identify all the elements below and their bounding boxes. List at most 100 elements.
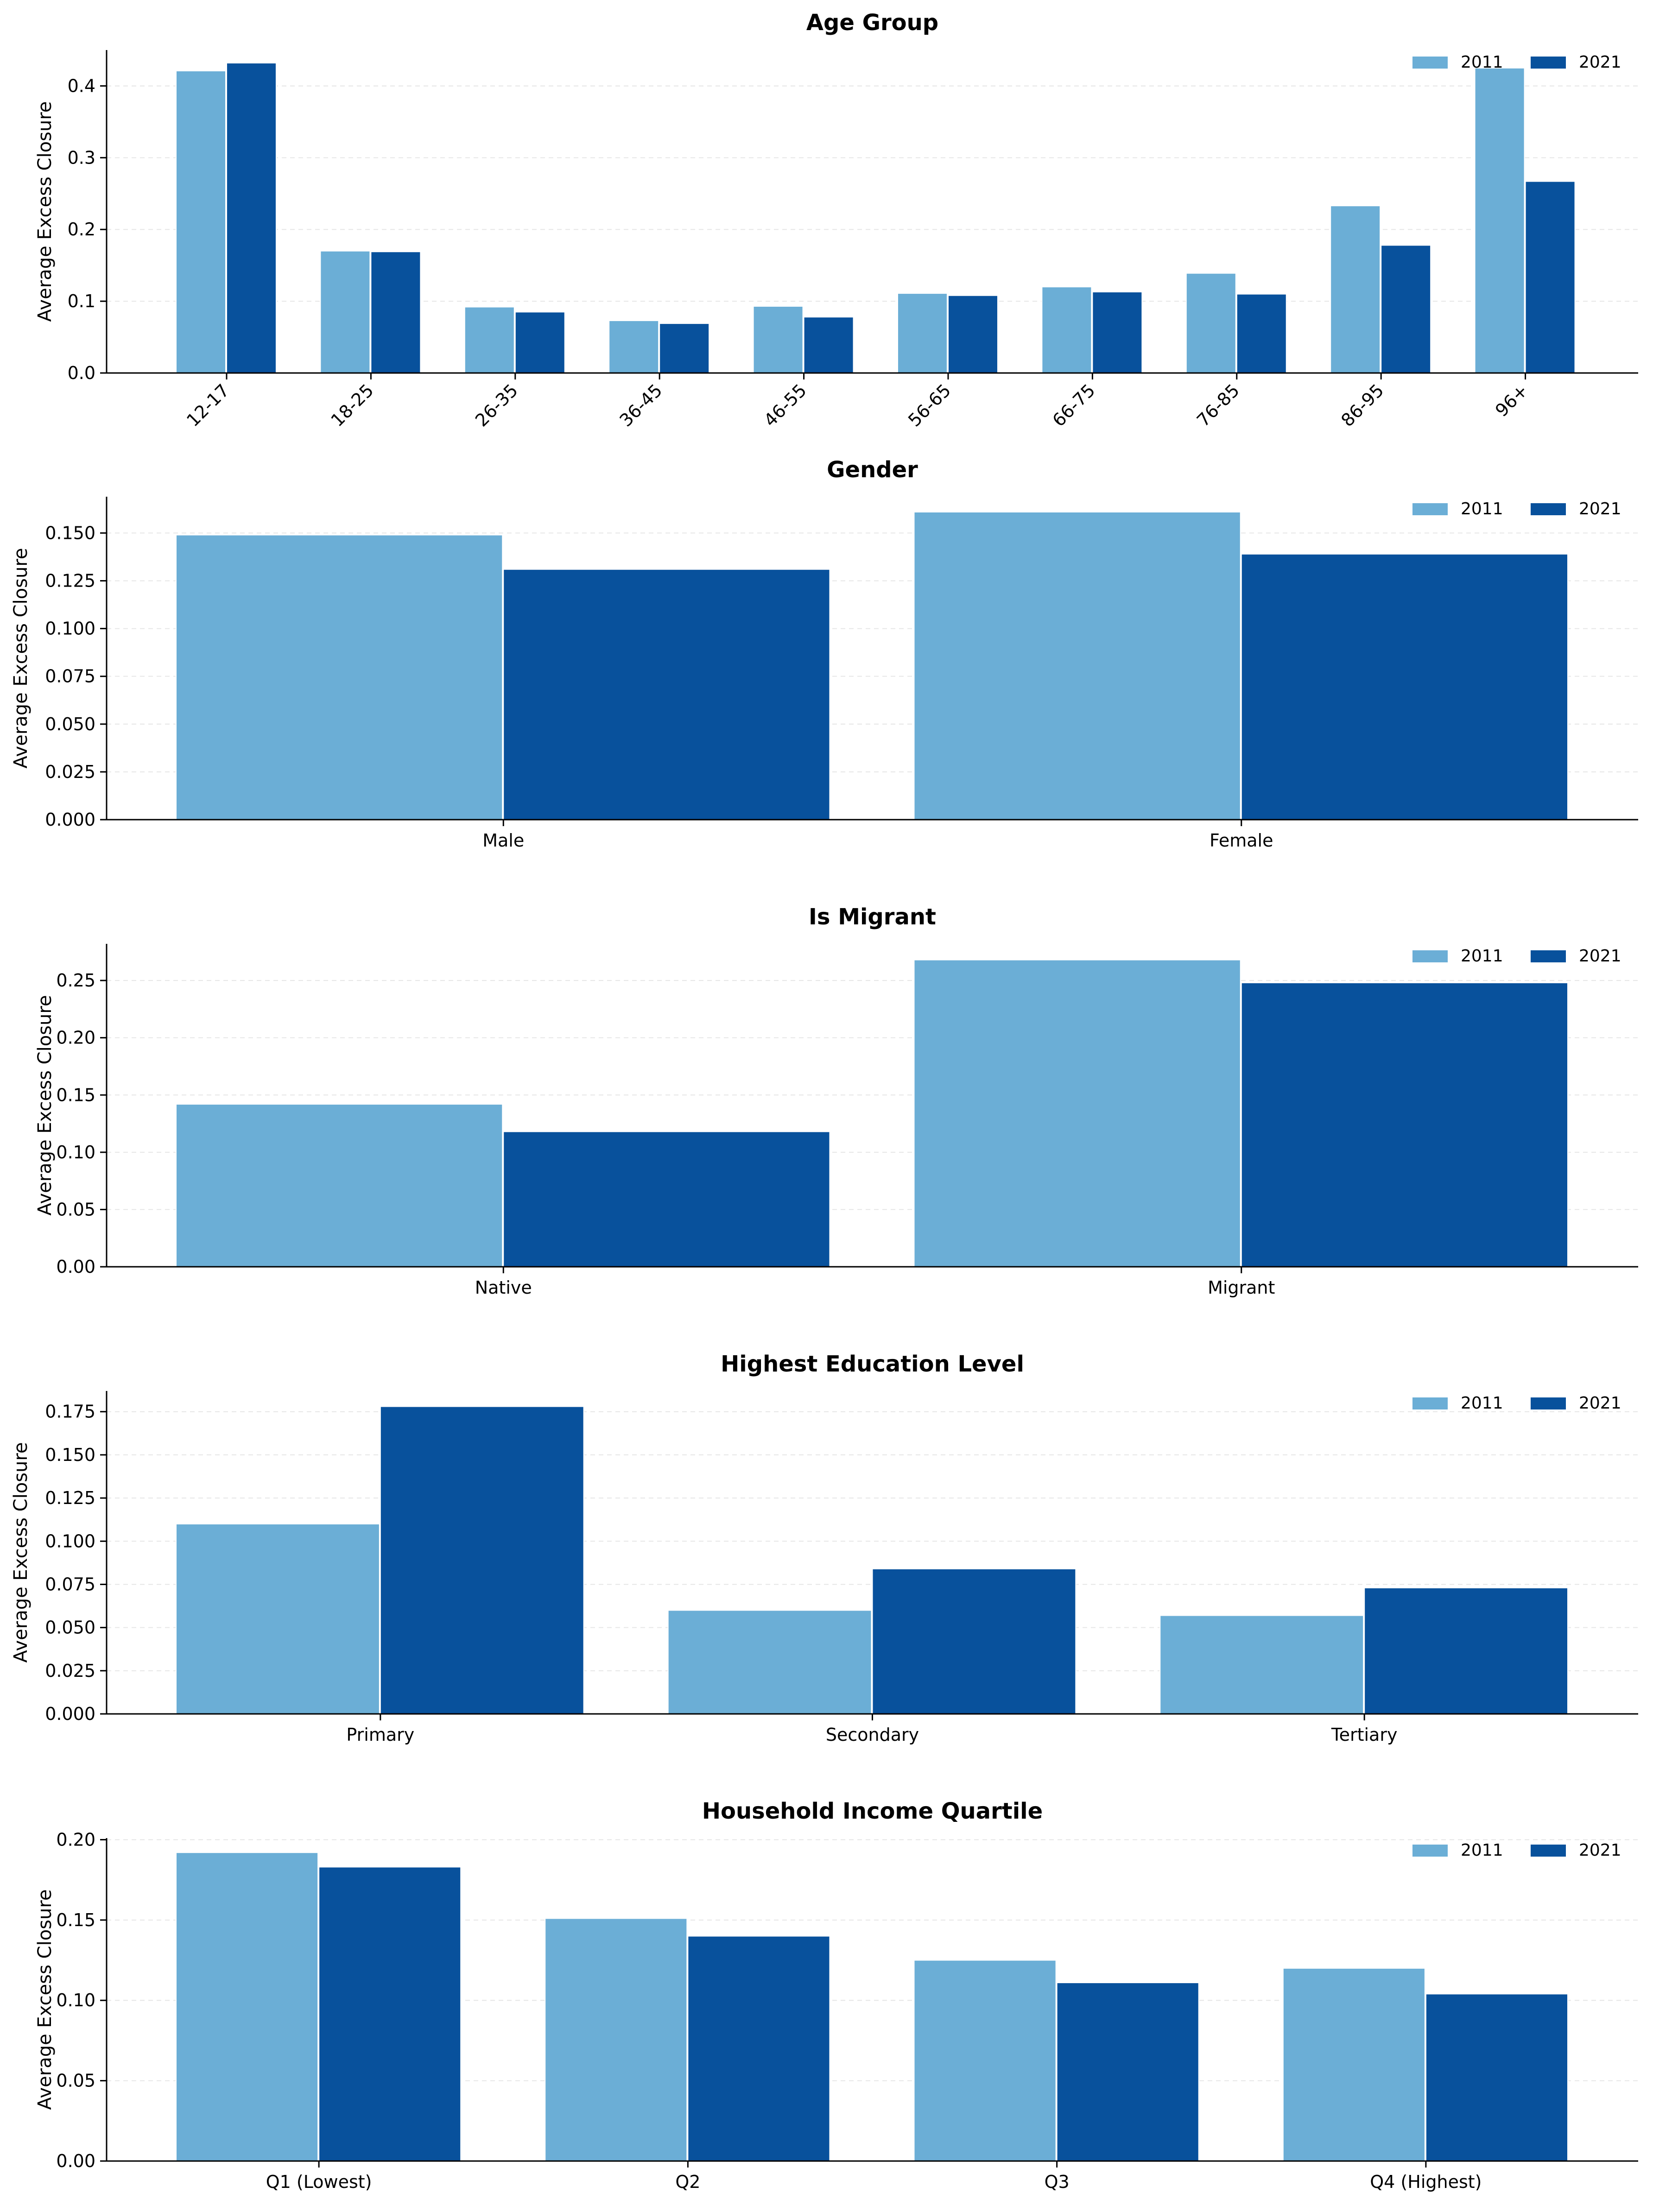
x-tick-label: Q1 (Lowest) — [266, 2172, 372, 2192]
bar-2021-36-45 — [659, 323, 710, 373]
bar-2011-56-65 — [897, 293, 948, 373]
bar-2021-Q3 — [1056, 1982, 1199, 2161]
x-tick-label: 66-75 — [1049, 380, 1099, 430]
legend-label-2021: 2021 — [1579, 1394, 1621, 1413]
y-tick-label: 0.075 — [45, 666, 95, 687]
legend-label-2011: 2011 — [1461, 1841, 1503, 1860]
legend-swatch-2011 — [1412, 57, 1448, 69]
legend-label-2021: 2021 — [1579, 947, 1621, 966]
chart-title: Household Income Quartile — [702, 1798, 1043, 1824]
x-tick-label: 86-95 — [1337, 380, 1387, 430]
bar-2011-76-85 — [1185, 272, 1236, 374]
x-tick-label: Tertiary — [1331, 1725, 1398, 1745]
y-tick-label: 0.00 — [56, 2151, 95, 2171]
y-tick-label: 0.25 — [56, 970, 95, 991]
x-tick-label: 12-17 — [183, 380, 233, 430]
y-tick-label: 0.150 — [45, 1445, 95, 1465]
bar-2021-Secondary — [872, 1568, 1077, 1715]
chart-panel: 0.00 0.05 0.10 0.15 0.20 Q1 (Lowest) Q2 Q3 Q4 (H… — [34, 1798, 1638, 2192]
y-tick-label: 0.175 — [45, 1402, 95, 1422]
y-tick-label: 0.15 — [56, 1085, 95, 1105]
legend-label-2011: 2011 — [1461, 499, 1503, 518]
legend-swatch-2011 — [1412, 1397, 1448, 1409]
chart-title: Gender — [827, 457, 918, 483]
chart-panel: 0.0 0.1 0.2 0.3 0.4 12-17 18-25 26-35 36-45 46-55… — [34, 10, 1638, 430]
y-tick-label: 0.100 — [45, 619, 95, 639]
y-tick-label: 0.025 — [45, 1661, 95, 1681]
x-tick-label: Female — [1210, 830, 1273, 851]
bar-2011-26-35 — [464, 306, 515, 373]
y-tick-label: 0.025 — [45, 762, 95, 782]
y-tick-label: 0.075 — [45, 1574, 95, 1594]
y-axis-label: Average Excess Closure — [10, 548, 32, 768]
x-tick-label: 26-35 — [471, 380, 522, 430]
x-tick-label: 56-65 — [904, 380, 955, 430]
bar-2021-Female — [1241, 553, 1568, 820]
bar-2011-46-55 — [753, 305, 804, 373]
bar-2021-96+ — [1525, 181, 1576, 373]
bar-2011-36-45 — [608, 320, 659, 373]
y-axis-label: Average Excess Closure — [34, 101, 56, 322]
bar-2011-Q3 — [913, 1959, 1057, 2162]
legend-swatch-2011 — [1412, 950, 1448, 962]
y-tick-label: 0.125 — [45, 1488, 95, 1508]
y-tick-label: 0.10 — [56, 1142, 95, 1163]
legend-swatch-2021 — [1531, 503, 1566, 515]
bar-2021-86-95 — [1381, 245, 1431, 373]
chart-panel: 0.000 0.025 0.050 0.075 0.100 0.125 0.150 0.175… — [10, 1351, 1638, 1745]
bar-2011-Q2 — [545, 1918, 688, 2162]
y-tick-label: 0.150 — [45, 523, 95, 543]
bar-2021-66-75 — [1092, 291, 1143, 374]
bar-2011-Primary — [176, 1523, 380, 1714]
y-tick-label: 0.1 — [68, 291, 95, 311]
y-tick-label: 0.100 — [45, 1531, 95, 1551]
y-tick-label: 0.4 — [68, 76, 95, 96]
bar-2021-Native — [503, 1131, 830, 1267]
y-tick-label: 0.20 — [56, 1028, 95, 1048]
bar-2011-Secondary — [667, 1610, 872, 1714]
legend-label-2021: 2021 — [1579, 1841, 1621, 1860]
y-tick-label: 0.050 — [45, 1618, 95, 1638]
bar-2021-Q4 (Highest) — [1425, 1993, 1568, 2162]
legend-swatch-2011 — [1412, 1845, 1448, 1857]
y-tick-label: 0.05 — [56, 2071, 95, 2091]
chart-panel: 0.000 0.025 0.050 0.075 0.100 0.125 0.150 Male F… — [10, 457, 1638, 851]
chart-title: Highest Education Level — [721, 1351, 1024, 1377]
bar-2011-86-95 — [1330, 205, 1381, 373]
x-tick-label: 96+ — [1491, 380, 1532, 421]
bar-2011-Male — [176, 534, 503, 820]
y-tick-label: 0.3 — [68, 147, 95, 168]
bar-2021-46-55 — [803, 316, 854, 373]
bar-2021-56-65 — [947, 295, 998, 373]
y-tick-label: 0.050 — [45, 714, 95, 734]
x-tick-label: 18-25 — [327, 380, 378, 430]
legend-swatch-2021 — [1531, 1845, 1566, 1857]
y-tick-label: 0.05 — [56, 1199, 95, 1220]
bar-2011-18-25 — [320, 250, 371, 373]
bar-2021-Migrant — [1241, 982, 1568, 1267]
bar-2011-Q4 (Highest) — [1282, 1967, 1425, 2161]
bar-2021-Tertiary — [1364, 1587, 1569, 1715]
bar-2021-76-85 — [1236, 293, 1287, 373]
legend-label-2021: 2021 — [1579, 53, 1621, 72]
x-tick-label: Q3 — [1045, 2172, 1070, 2192]
x-tick-label: Migrant — [1208, 1277, 1275, 1298]
x-tick-label: Q4 (Highest) — [1370, 2172, 1482, 2192]
chart-title: Age Group — [806, 10, 938, 36]
y-tick-label: 0.10 — [56, 1990, 95, 2010]
x-tick-label: Primary — [346, 1725, 414, 1745]
bar-2021-Male — [503, 569, 830, 820]
legend-label-2011: 2011 — [1461, 53, 1503, 72]
legend-label-2011: 2011 — [1461, 947, 1503, 966]
legend-swatch-2021 — [1531, 57, 1566, 69]
bar-2021-18-25 — [370, 251, 421, 373]
legend-swatch-2021 — [1531, 950, 1566, 962]
y-tick-label: 0.0 — [68, 363, 95, 383]
y-axis-label: Average Excess Closure — [34, 995, 56, 1215]
bar-2011-66-75 — [1041, 286, 1092, 374]
y-tick-label: 0.125 — [45, 570, 95, 591]
chart-title: Is Migrant — [809, 904, 936, 930]
chart-panel: 0.00 0.05 0.10 0.15 0.20 0.25 Native Migrant Is … — [34, 904, 1638, 1298]
